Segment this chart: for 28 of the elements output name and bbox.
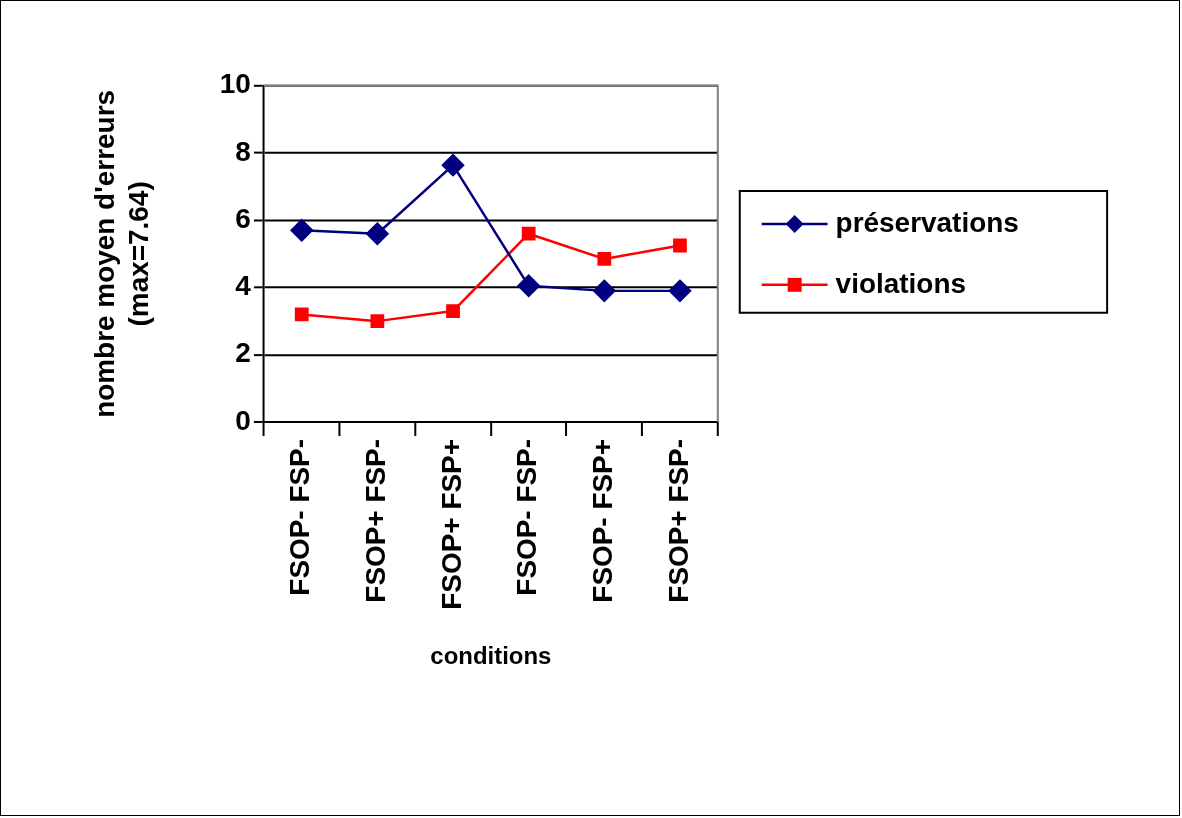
point — [597, 252, 612, 266]
point — [441, 153, 465, 177]
x-axis-title: conditions — [430, 641, 552, 669]
y-tick-label: 6 — [235, 202, 251, 234]
x-tick-label: FSOP+ FSP- — [360, 438, 392, 603]
point — [593, 279, 616, 303]
x-tick-label: FSOP- FSP- — [511, 438, 543, 596]
y-tick-label: 4 — [235, 270, 252, 302]
point — [294, 307, 309, 322]
point — [517, 274, 540, 298]
point — [290, 219, 313, 242]
point — [366, 222, 389, 245]
point — [668, 279, 692, 303]
point — [673, 238, 687, 253]
x-tick-label: FSOP+ FSP- — [662, 438, 694, 603]
x-tick-label: FSOP- FSP+ — [587, 438, 619, 603]
point — [521, 226, 536, 241]
y-tick-label: 10 — [219, 68, 251, 100]
x-tick-label: FSOP+ FSP+ — [435, 438, 467, 610]
legend-label: préservations — [835, 206, 1019, 238]
x-tick-label: FSOP- FSP- — [284, 438, 316, 596]
y-tick-label: 0 — [235, 404, 251, 436]
y-tick-label: 2 — [235, 337, 251, 369]
legend-label: violations — [835, 267, 967, 299]
y-axis-title: nombre moyen d'erreurs (max=7.64) — [89, 89, 154, 418]
point — [370, 314, 385, 329]
point — [446, 304, 460, 318]
y-tick-label: 8 — [235, 135, 251, 167]
